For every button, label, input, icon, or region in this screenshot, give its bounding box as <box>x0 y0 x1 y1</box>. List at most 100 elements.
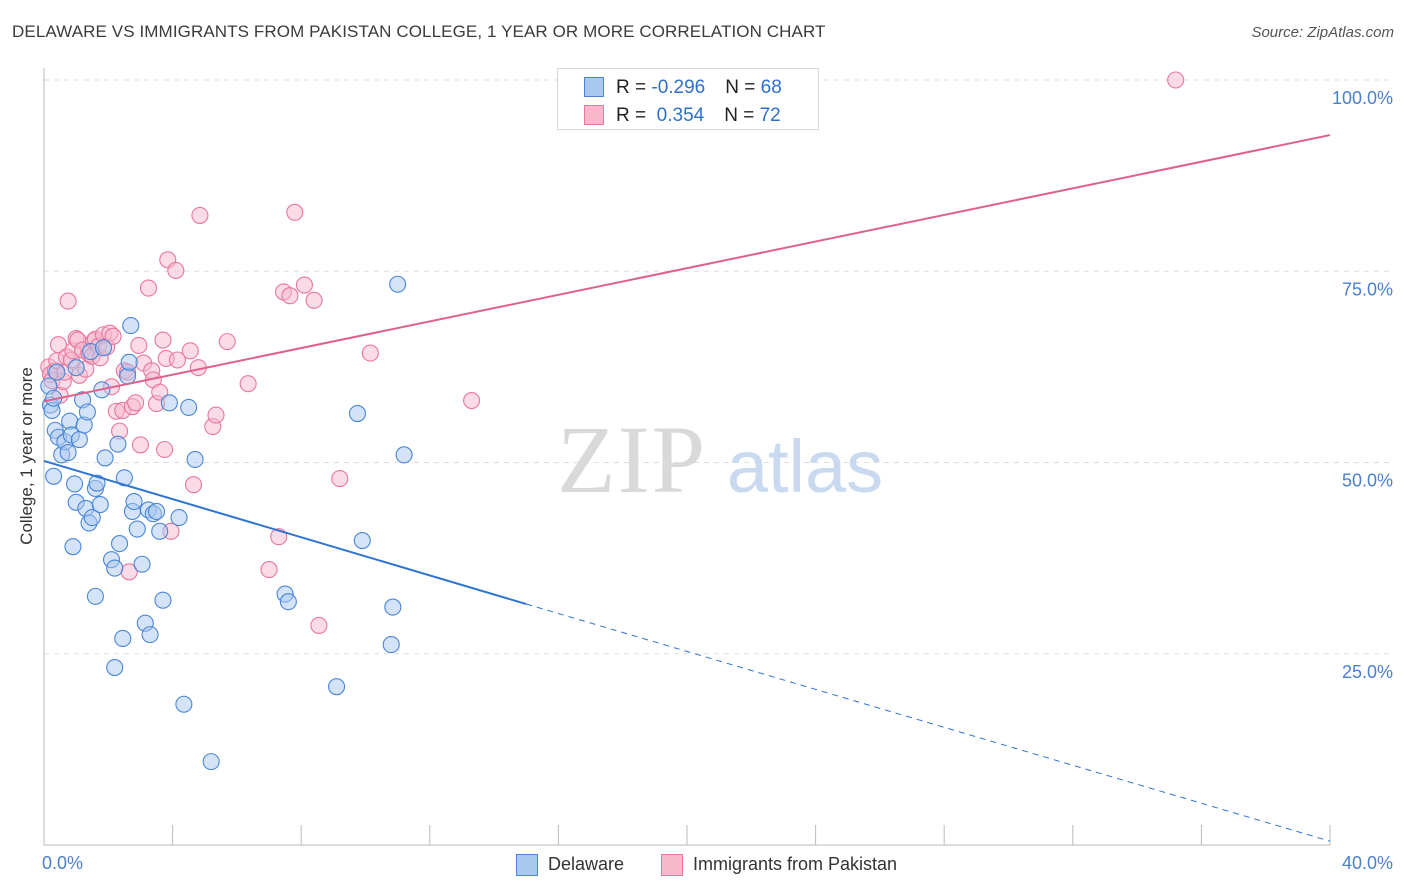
delaware-point <box>395 446 413 464</box>
delaware-point <box>88 474 106 492</box>
delaware-trend-line <box>43 460 527 605</box>
pakistan-point <box>168 351 186 369</box>
delaware-point <box>111 535 129 553</box>
x-tick-label: 40.0% <box>1342 853 1393 873</box>
delaware-point <box>382 636 400 654</box>
delaware-point <box>109 435 127 453</box>
watermark: ZIP atlas <box>557 406 883 513</box>
axes <box>43 68 1331 846</box>
pakistan-point <box>260 561 278 579</box>
y-tick-label: 100.0% <box>1332 88 1393 108</box>
pakistan-point <box>463 391 481 410</box>
delaware-point <box>279 593 297 611</box>
legend-row-pakistan: R = 0.354 N = 72 <box>558 101 818 129</box>
pakistan-point <box>239 375 257 393</box>
source-credit: Source: ZipAtlas.com <box>1251 24 1394 41</box>
delaware-point <box>45 467 63 485</box>
legend-label: Delaware <box>548 854 625 874</box>
pakistan-point <box>181 342 199 360</box>
delaware-point <box>125 492 143 511</box>
n-value: 68 <box>760 77 782 98</box>
legend-label: Immigrants from Pakistan <box>693 854 898 874</box>
n-label: N = <box>725 77 761 98</box>
delaware-point <box>186 450 204 468</box>
pakistan-point <box>151 383 169 401</box>
delaware-point <box>67 359 85 377</box>
delaware-point <box>78 403 96 421</box>
r-value: -0.296 <box>651 77 706 98</box>
pakistan-point <box>131 436 149 454</box>
y-tick-label: 25.0% <box>1342 662 1393 682</box>
delaware-point <box>175 695 193 713</box>
delaware-point <box>94 339 113 357</box>
y-tick-label: 75.0% <box>1342 279 1393 299</box>
pakistan-point <box>286 203 304 221</box>
delaware-point <box>86 587 104 605</box>
delaware-point <box>106 559 124 577</box>
n-value: 72 <box>759 105 781 126</box>
delaware-trend-extension <box>526 603 1331 842</box>
r-label: R = <box>616 105 652 126</box>
delaware-point <box>180 398 198 416</box>
gridlines <box>44 79 1392 655</box>
pakistan-point <box>59 292 77 310</box>
pakistan-swatch <box>584 105 604 125</box>
pakistan-point <box>154 331 172 349</box>
correlation-legend: R = -0.296 N = 68 R = 0.354 N = 72 <box>557 68 819 130</box>
delaware-point <box>151 522 169 540</box>
delaware-point <box>147 502 166 521</box>
delaware-point <box>389 275 407 293</box>
delaware-point <box>128 520 146 538</box>
pakistan-point <box>295 276 313 294</box>
delaware-point <box>114 629 132 648</box>
delaware-point <box>133 555 151 573</box>
delaware-point <box>83 509 101 527</box>
pakistan-point <box>104 327 122 345</box>
chart-title: DELAWARE VS IMMIGRANTS FROM PAKISTAN COL… <box>12 22 826 41</box>
delaware-point <box>154 591 172 609</box>
pakistan-point <box>184 476 203 494</box>
pakistan-point <box>361 344 379 362</box>
pakistan-point <box>1167 71 1185 89</box>
delaware-point <box>64 538 82 556</box>
legend-row-text: R = -0.296 N = 68 <box>616 77 782 99</box>
pakistan-point <box>281 287 299 305</box>
series-legend: Delaware Immigrants from Pakistan <box>0 852 1406 878</box>
delaware-swatch <box>516 854 538 876</box>
delaware-point <box>348 404 367 423</box>
delaware-point <box>91 496 109 514</box>
legend-row-delaware: R = -0.296 N = 68 <box>558 73 818 101</box>
delaware-point <box>120 353 138 371</box>
pakistan-point <box>49 336 68 354</box>
r-value: 0.354 <box>651 105 705 126</box>
x-tick-label: 0.0% <box>42 853 83 873</box>
pakistan-trend-line <box>43 134 1331 403</box>
delaware-point <box>70 430 88 449</box>
delaware-points <box>40 275 413 771</box>
watermark-atlas: atlas <box>727 425 883 508</box>
delaware-point <box>328 678 346 696</box>
delaware-point <box>141 626 159 644</box>
delaware-point <box>48 363 66 381</box>
delaware-point <box>96 449 114 467</box>
trend-lines <box>43 134 1331 842</box>
delaware-point <box>122 317 140 335</box>
r-label: R = <box>616 77 652 98</box>
pakistan-point <box>156 440 174 459</box>
pakistan-point <box>127 394 145 412</box>
pakistan-point <box>218 333 236 351</box>
pakistan-point <box>130 336 148 355</box>
pakistan-swatch <box>661 854 683 876</box>
pakistan-point <box>305 291 323 309</box>
pakistan-point <box>191 206 209 224</box>
watermark-zip: ZIP <box>557 406 707 513</box>
n-label: N = <box>724 105 760 126</box>
tick-labels: 25.0% 50.0% 75.0% 100.0% 0.0% 40.0% <box>42 88 1393 873</box>
legend-row-text: R = 0.354 N = 72 <box>616 105 781 127</box>
delaware-point <box>160 394 178 412</box>
pakistan-point <box>207 406 225 424</box>
pakistan-points <box>40 71 1185 634</box>
delaware-point <box>59 444 77 462</box>
delaware-point <box>106 658 124 677</box>
